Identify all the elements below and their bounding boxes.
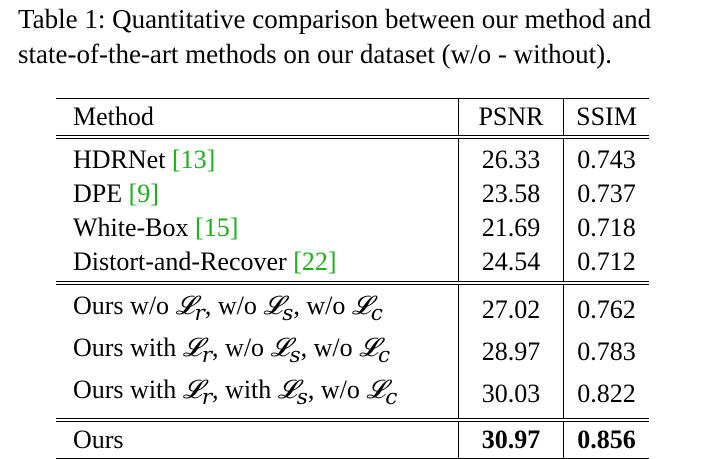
method-cell: Ours w/o 𝓛r, w/o 𝓛s, w/o 𝓛c	[56, 280, 459, 332]
loss-symbol: 𝓛	[182, 375, 202, 406]
citation-link[interactable]: [15]	[195, 213, 239, 242]
comparison-table-container: Method PSNR SSIM HDRNet [13] 26.33 0.743…	[56, 98, 649, 459]
method-text: , w/o	[300, 333, 360, 363]
loss-subscript: s	[289, 343, 301, 369]
psnr-cell-best: 30.97	[458, 417, 564, 459]
psnr-cell: 28.97	[458, 331, 564, 374]
method-text: , w/o	[212, 333, 271, 363]
method-cell: Ours with 𝓛r, w/o 𝓛s, w/o 𝓛c	[56, 331, 459, 373]
psnr-cell: 24.54	[458, 245, 564, 283]
method-name: White-Box	[73, 213, 196, 242]
method-text: , w/o	[307, 375, 367, 405]
method-cell: DPE [9]	[56, 177, 459, 211]
ssim-cell: 0.822	[563, 373, 649, 420]
table-caption: Table 1: Quantitative comparison between…	[18, 4, 652, 69]
loss-subscript: c	[377, 343, 391, 369]
ssim-cell: 0.743	[563, 135, 649, 177]
method-name: DPE	[73, 179, 129, 208]
ssim-cell-best: 0.856	[563, 417, 649, 459]
method-text: Ours w/o	[73, 291, 176, 320]
method-cell: Ours with 𝓛r, with 𝓛s, w/o 𝓛c	[56, 373, 459, 419]
table-row-ablation-2: Ours with 𝓛r, w/o 𝓛s, w/o 𝓛c 28.97 0.783	[56, 331, 649, 374]
method-name: Distort-and-Recover	[73, 247, 294, 276]
loss-subscript: r	[194, 301, 205, 327]
comparison-table: Method PSNR SSIM HDRNet [13] 26.33 0.743…	[56, 98, 649, 459]
loss-subscript: c	[370, 301, 383, 327]
method-cell: White-Box [15]	[56, 211, 459, 245]
header-psnr: PSNR	[458, 98, 564, 137]
citation-link[interactable]: [9]	[128, 179, 159, 208]
ssim-cell: 0.712	[563, 245, 649, 283]
ssim-cell: 0.718	[563, 211, 649, 245]
method-text: Ours with	[73, 375, 183, 405]
ssim-cell: 0.762	[563, 280, 649, 332]
method-text: , w/o	[204, 291, 264, 320]
loss-subscript: s	[282, 301, 294, 327]
loss-subscript: s	[296, 385, 308, 411]
table-row-ours: Ours 30.97 0.856	[56, 417, 649, 459]
method-cell: Distort-and-Recover [22]	[56, 245, 459, 283]
loss-subscript: r	[201, 343, 213, 369]
table-row-ablation-3: Ours with 𝓛r, with 𝓛s, w/o 𝓛c 30.03 0.82…	[56, 373, 649, 420]
psnr-cell: 26.33	[458, 135, 564, 177]
table-row-hdrnet: HDRNet [13] 26.33 0.743	[56, 135, 649, 177]
header-row: Method PSNR SSIM	[56, 98, 649, 137]
loss-subscript: c	[385, 385, 398, 411]
loss-symbol: 𝓛	[182, 333, 202, 364]
method-cell: HDRNet [13]	[56, 135, 459, 177]
psnr-cell: 27.02	[458, 280, 564, 332]
loss-symbol: 𝓛	[359, 333, 378, 364]
table-row-distort-and-recover: Distort-and-Recover [22] 24.54 0.712	[56, 245, 649, 283]
psnr-cell: 30.03	[458, 373, 564, 420]
table-row-ablation-1: Ours w/o 𝓛r, w/o 𝓛s, w/o 𝓛c 27.02 0.762	[56, 280, 649, 332]
citation-link[interactable]: [22]	[293, 247, 337, 276]
loss-symbol: 𝓛	[366, 375, 386, 406]
method-name: HDRNet	[73, 145, 172, 174]
table-row-dpe: DPE [9] 23.58 0.737	[56, 177, 649, 211]
loss-symbol: 𝓛	[175, 291, 195, 321]
method-cell: Ours	[56, 417, 459, 459]
loss-symbol: 𝓛	[270, 333, 290, 364]
ssim-cell: 0.737	[563, 177, 649, 211]
loss-symbol: 𝓛	[351, 291, 371, 321]
table-row-white-box: White-Box [15] 21.69 0.718	[56, 211, 649, 245]
psnr-cell: 21.69	[458, 211, 564, 245]
loss-subscript: r	[201, 385, 213, 411]
citation-link[interactable]: [13]	[171, 145, 216, 174]
loss-symbol: 𝓛	[277, 375, 297, 406]
ssim-cell: 0.783	[563, 331, 649, 374]
loss-symbol: 𝓛	[263, 291, 283, 321]
method-text: Ours with	[73, 333, 183, 363]
method-text: , w/o	[293, 291, 352, 320]
method-text: , with	[212, 375, 278, 405]
header-method: Method	[56, 98, 459, 137]
header-ssim: SSIM	[563, 98, 649, 137]
psnr-cell: 23.58	[458, 177, 564, 211]
